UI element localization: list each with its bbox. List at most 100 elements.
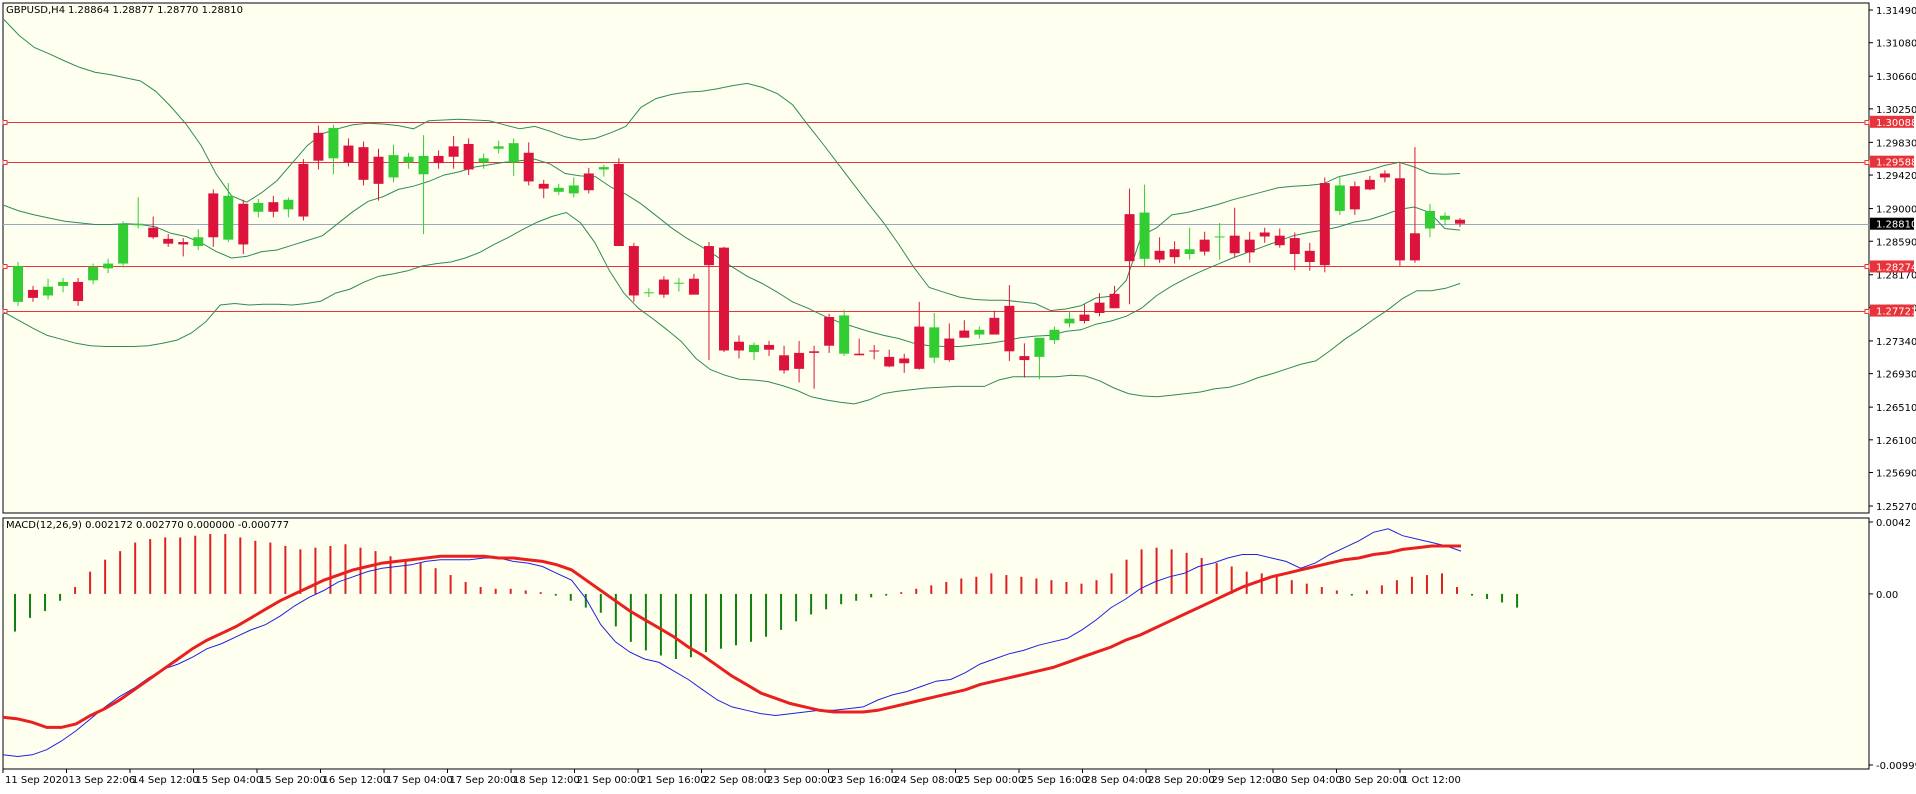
bear-candle-body: [238, 203, 249, 245]
level-price-label: 1.29588: [1876, 158, 1916, 169]
macd-tick-label: 0.0042: [1876, 518, 1911, 529]
bull-candle-body: [1424, 210, 1435, 229]
bull-candle-body: [553, 187, 564, 192]
price-tick-label: 1.26930: [1876, 370, 1916, 381]
time-tick-label: 21 Sep 16:00: [640, 775, 707, 786]
bull-candle-body: [598, 167, 609, 170]
level-price-label: 1.27721: [1876, 307, 1916, 318]
bear-candle-body: [538, 183, 549, 189]
bear-candle-body: [628, 246, 639, 296]
bull-candle-body: [403, 156, 414, 163]
level-price-tag: [1870, 304, 1914, 317]
time-tick-label: 15 Sep 04:00: [196, 775, 263, 786]
price-tick-label: 1.26100: [1876, 436, 1916, 447]
price-tick-label: 1.29420: [1876, 171, 1916, 182]
macd-signal-line: [2, 544, 1461, 729]
bear-candle-body: [1364, 179, 1375, 190]
bull-candle-body: [133, 223, 144, 226]
price-tick-label: 1.31080: [1876, 39, 1916, 50]
bear-candle-body: [1169, 249, 1180, 258]
candlesticks: [13, 124, 1465, 389]
bollinger-bands: [3, 19, 1461, 405]
bull-candle-body: [974, 329, 985, 335]
macd-tick-label: -0.009994: [1876, 761, 1916, 772]
bull-candle-body: [418, 155, 429, 175]
macd-panel[interactable]: [2, 517, 1870, 770]
bollinger-upper-line: [3, 19, 1461, 312]
bull-candle-body: [929, 327, 940, 358]
price-tick-label: 1.28590: [1876, 237, 1916, 248]
level-left-marker: [2, 264, 8, 269]
level-price-tag: [1870, 155, 1914, 168]
bull-candle-body: [253, 202, 264, 212]
bear-candle-body: [688, 278, 699, 295]
bull-candle-body: [1049, 329, 1060, 341]
bull-candle-body: [1034, 337, 1045, 357]
bull-candle-body: [103, 263, 114, 269]
bear-candle-body: [208, 193, 219, 238]
bear-candle-body: [1109, 293, 1120, 309]
bear-candle-body: [1349, 186, 1360, 210]
bear-candle-body: [914, 326, 925, 369]
bear-candle-body: [959, 330, 970, 338]
bear-candle-body: [1455, 219, 1465, 224]
bear-candle-body: [343, 145, 354, 163]
bear-candle-body: [1079, 314, 1090, 321]
bear-candle-body: [313, 132, 324, 161]
bear-candle-body: [869, 350, 880, 352]
level-right-marker: [1864, 264, 1870, 269]
bull-candle-body: [749, 344, 760, 353]
bear-candle-body: [809, 351, 820, 353]
symbol-timeframe-label: GBPUSD,H4: [6, 5, 65, 16]
bull-candle-body: [13, 265, 23, 302]
bear-candle-body: [148, 227, 159, 238]
bear-candle-body: [163, 238, 174, 244]
bull-candle-body: [193, 237, 204, 247]
bear-candle-body: [703, 246, 714, 266]
bear-candle-body: [764, 344, 775, 350]
bull-candle-body: [1064, 318, 1075, 324]
bear-candle-body: [1259, 232, 1270, 237]
bear-candle-body: [463, 143, 474, 170]
bear-candle-body: [718, 247, 729, 351]
time-tick-label: 24 Sep 08:00: [894, 775, 961, 786]
bear-candle-body: [658, 279, 669, 295]
time-tick-label: 17 Sep 04:00: [386, 775, 453, 786]
macd-main-line: [2, 528, 1462, 758]
time-tick-label: 25 Sep 00:00: [958, 775, 1025, 786]
price-tick-label: 1.29830: [1876, 138, 1916, 149]
bear-candle-body: [1319, 183, 1330, 266]
level-right-marker: [1864, 120, 1870, 125]
time-tick-label: 23 Sep 00:00: [767, 775, 834, 786]
bear-candle-body: [1019, 356, 1030, 361]
bear-candle-body: [448, 146, 459, 157]
macd-histogram: [14, 533, 1519, 659]
bear-candle-body: [1244, 239, 1255, 253]
bull-candle-body: [673, 282, 684, 284]
time-tick-label: 30 Sep 04:00: [1275, 775, 1342, 786]
time-tick-label: 11 Sep 2020: [5, 775, 68, 786]
price-tick-label: 1.31490: [1876, 6, 1916, 17]
bollinger-middle-line: [3, 158, 1461, 347]
price-tick-label: 1.30250: [1876, 105, 1916, 116]
bull-candle-body: [328, 128, 339, 159]
time-tick-label: 15 Sep 20:00: [259, 775, 326, 786]
bear-candle-body: [1199, 239, 1210, 252]
bull-candle-body: [839, 315, 850, 354]
bear-candle-body: [899, 358, 910, 364]
price-panel[interactable]: [2, 2, 1870, 514]
bear-candle-body: [1094, 302, 1105, 314]
time-tick-label: 18 Sep 12:00: [513, 775, 580, 786]
bull-candle-body: [283, 199, 294, 210]
bear-candle-body: [779, 355, 790, 371]
time-tick-label: 29 Sep 12:00: [1212, 775, 1279, 786]
bear-candle-body: [358, 147, 369, 180]
bear-candle-body: [734, 341, 744, 351]
level-left-marker: [2, 309, 8, 314]
level-price-label: 1.28274: [1876, 262, 1916, 273]
bear-candle-body: [854, 353, 865, 356]
bull-candle-body: [118, 224, 129, 264]
ohlc-readout: 1.28864 1.28877 1.28770 1.28810: [68, 5, 243, 16]
